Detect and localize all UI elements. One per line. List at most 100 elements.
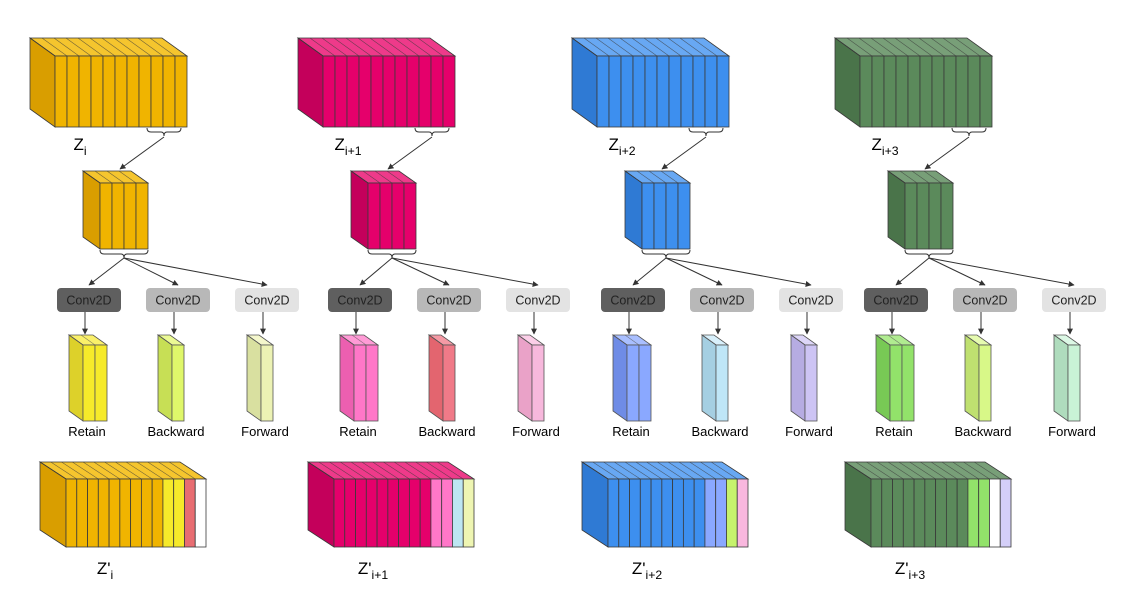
selected-block-z-i [81,170,150,250]
conv2d-button-z-i2-0[interactable]: Conv2D [601,288,665,312]
conv-arrow-z-i3-0 [895,257,930,286]
input-label-z-i3-base: Z [871,135,881,154]
input-block-z-i [28,37,189,128]
conv2d-label-z-i2-1: Conv2D [699,293,744,307]
output-block-z-i2 [580,461,750,548]
output-label-z-i2-subscript: i+2 [645,568,662,582]
branch-block-z-i-0 [67,334,109,422]
conv2d-label-z-i1-0: Conv2D [337,293,382,307]
branch-block-z-i-2 [245,334,275,422]
conv2d-button-z-i-1[interactable]: Conv2D [146,288,210,312]
output-label-z-i1-subscript: i+1 [371,568,388,582]
selected-block-z-i2 [623,170,692,250]
conv2d-button-z-i2-2[interactable]: Conv2D [779,288,843,312]
input-arrow-z-i [119,136,165,170]
branch-label-z-i3-1: Backward [954,424,1011,439]
output-label-z-i3: Z'i+3 [895,559,926,582]
input-label-z-i3: Zi+3 [871,135,898,158]
conv2d-label-z-i2-0: Conv2D [610,293,655,307]
output-label-z-i: Z'i [97,559,113,582]
conv-arrow-z-i2-0 [632,257,667,286]
branch-block-z-i2-0 [611,334,653,422]
input-label-z-i1: Zi+1 [334,135,361,158]
conv2d-label-z-i-2: Conv2D [244,293,289,307]
input-label-z-i: Zi [73,135,86,158]
output-label-z-i1-base: Z' [358,559,372,578]
column-z-i: Zi Conv2D Retain Conv2D Backward Conv2D Forwar… [28,37,299,582]
conv2d-button-z-i1-2[interactable]: Conv2D [506,288,570,312]
branch-label-z-i2-1: Backward [691,424,748,439]
input-label-z-i3-subscript: i+3 [882,144,899,158]
output-label-z-i3-subscript: i+3 [908,568,925,582]
input-block-z-i2 [570,37,731,128]
conv2d-button-z-i2-1[interactable]: Conv2D [690,288,754,312]
selected-brace-z-i3 [904,249,954,259]
output-label-z-i-base: Z' [97,559,111,578]
branch-block-z-i3-0 [874,334,916,422]
branch-label-z-i2-2: Forward [785,424,833,439]
conv2d-button-z-i3-0[interactable]: Conv2D [864,288,928,312]
input-arrow-z-i2 [661,136,707,170]
conv-arrow-z-i1-0 [359,257,393,286]
branch-block-z-i1-1 [427,334,457,422]
conv2d-button-z-i3-1[interactable]: Conv2D [953,288,1017,312]
conv2d-label-z-i1-2: Conv2D [515,293,560,307]
conv-arrow-z-i1-1 [391,257,450,286]
conv-arrow-z-i-2 [123,257,268,287]
input-label-z-i2-subscript: i+2 [619,144,636,158]
branch-label-z-i3-0: Retain [875,424,913,439]
branch-block-z-i-1 [156,334,186,422]
output-block-z-i [38,461,208,548]
selected-brace-z-i1 [367,249,417,259]
output-label-z-i2-base: Z' [632,559,646,578]
conv-arrow-z-i3-2 [928,257,1075,287]
branch-label-z-i1-1: Backward [418,424,475,439]
input-brace-z-i2 [688,127,724,137]
input-label-z-i2: Zi+2 [608,135,635,158]
selected-block-z-i1 [349,170,418,250]
input-arrow-z-i3 [924,136,970,170]
conv-arrow-z-i2-2 [665,257,812,287]
branch-label-z-i-1: Backward [147,424,204,439]
conv2d-label-z-i3-1: Conv2D [962,293,1007,307]
conv-arrow-z-i2-1 [665,257,723,286]
output-block-z-i1 [306,461,476,548]
input-brace-z-i1 [414,127,450,137]
input-label-z-i-base: Z [73,135,83,154]
output-label-z-i-subscript: i [110,568,113,582]
conv2d-label-z-i1-1: Conv2D [426,293,471,307]
output-label-z-i2: Z'i+2 [632,559,663,582]
branch-label-z-i1-0: Retain [339,424,377,439]
output-block-z-i3 [843,461,1013,548]
conv2d-button-z-i1-1[interactable]: Conv2D [417,288,481,312]
column-z-i2: Zi+2 Conv2D Retain Conv2D Backward Conv2D Forw… [570,37,843,582]
conv2d-label-z-i-1: Conv2D [155,293,200,307]
input-brace-z-i [146,127,182,137]
input-brace-z-i3 [951,127,987,137]
conv2d-button-z-i-2[interactable]: Conv2D [235,288,299,312]
selected-block-z-i3 [886,170,955,250]
conv-arrow-z-i3-1 [928,257,986,286]
conv2d-label-z-i3-2: Conv2D [1051,293,1096,307]
branch-label-z-i-0: Retain [68,424,106,439]
branch-label-z-i-2: Forward [241,424,289,439]
conv2d-label-z-i2-2: Conv2D [788,293,833,307]
input-label-z-i1-subscript: i+1 [345,144,362,158]
branch-block-z-i1-0 [338,334,380,422]
branch-block-z-i2-1 [700,334,730,422]
conv-arrow-z-i-1 [123,257,179,286]
branch-block-z-i3-2 [1052,334,1082,422]
input-block-z-i1 [296,37,457,128]
input-label-z-i1-base: Z [334,135,344,154]
branch-block-z-i2-2 [789,334,819,422]
conv2d-button-z-i1-0[interactable]: Conv2D [328,288,392,312]
input-label-z-i2-base: Z [608,135,618,154]
column-z-i1: Zi+1 Conv2D Retain Conv2D Backward Conv2D Forw… [296,37,570,582]
output-label-z-i1: Z'i+1 [358,559,389,582]
conv2d-button-z-i-0[interactable]: Conv2D [57,288,121,312]
selected-brace-z-i2 [641,249,691,259]
conv2d-button-z-i3-2[interactable]: Conv2D [1042,288,1106,312]
branch-block-z-i1-2 [516,334,546,422]
output-label-z-i3-base: Z' [895,559,909,578]
